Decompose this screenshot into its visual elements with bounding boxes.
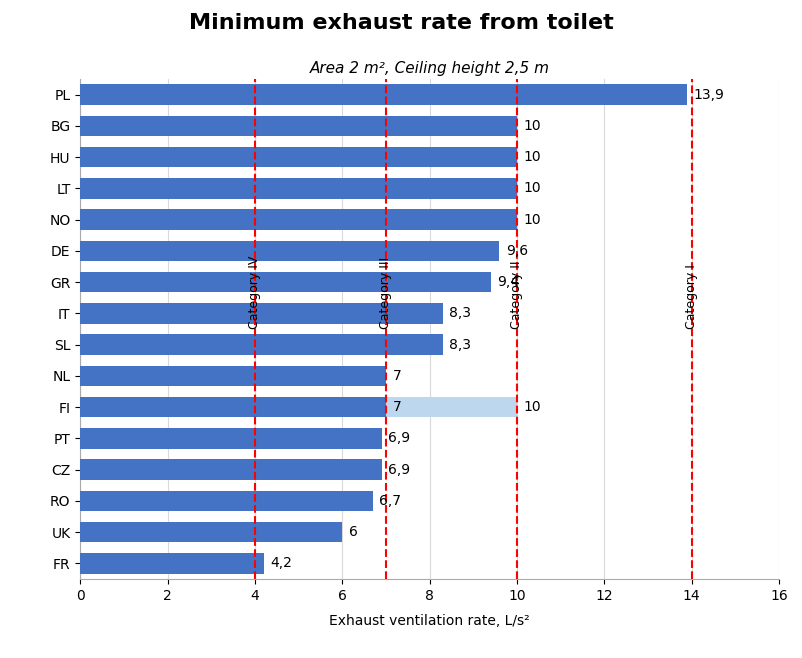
Bar xyxy=(80,397,386,417)
Text: Category III: Category III xyxy=(379,257,392,329)
Text: 6,9: 6,9 xyxy=(387,463,410,476)
Bar xyxy=(80,147,516,167)
Text: 10: 10 xyxy=(523,213,541,226)
Text: 6,7: 6,7 xyxy=(379,494,401,508)
Bar xyxy=(80,178,516,199)
Bar xyxy=(80,303,442,324)
Text: Category IV: Category IV xyxy=(248,255,261,329)
Title: Area 2 m², Ceiling height 2,5 m: Area 2 m², Ceiling height 2,5 m xyxy=(310,61,549,76)
Text: 8,3: 8,3 xyxy=(448,338,471,351)
Text: 8,3: 8,3 xyxy=(448,307,471,320)
Text: 9,4: 9,4 xyxy=(496,275,519,289)
Bar xyxy=(80,553,263,574)
Text: Minimum exhaust rate from toilet: Minimum exhaust rate from toilet xyxy=(189,13,613,33)
X-axis label: Exhaust ventilation rate, L/s²: Exhaust ventilation rate, L/s² xyxy=(329,614,529,628)
Bar xyxy=(80,491,372,511)
Bar xyxy=(80,334,442,355)
Text: 6,9: 6,9 xyxy=(387,432,410,445)
Bar xyxy=(80,522,342,542)
Text: 7: 7 xyxy=(392,400,401,414)
Bar xyxy=(80,459,381,480)
Text: 4,2: 4,2 xyxy=(270,557,292,570)
Text: 6: 6 xyxy=(348,525,357,539)
Bar xyxy=(80,366,386,386)
Text: 7: 7 xyxy=(392,369,401,383)
Bar xyxy=(80,428,381,449)
Bar xyxy=(386,397,516,417)
Bar xyxy=(80,272,490,292)
Text: 10: 10 xyxy=(523,400,541,414)
Text: Category II: Category II xyxy=(510,261,523,329)
Bar xyxy=(80,209,516,230)
Bar xyxy=(80,241,499,261)
Text: Category I: Category I xyxy=(684,264,697,329)
Text: 9,6: 9,6 xyxy=(505,244,528,258)
Bar xyxy=(80,116,516,136)
Text: 13,9: 13,9 xyxy=(693,88,723,101)
Text: 10: 10 xyxy=(523,119,541,133)
Text: 10: 10 xyxy=(523,182,541,195)
Text: 10: 10 xyxy=(523,150,541,164)
Bar xyxy=(80,84,687,105)
